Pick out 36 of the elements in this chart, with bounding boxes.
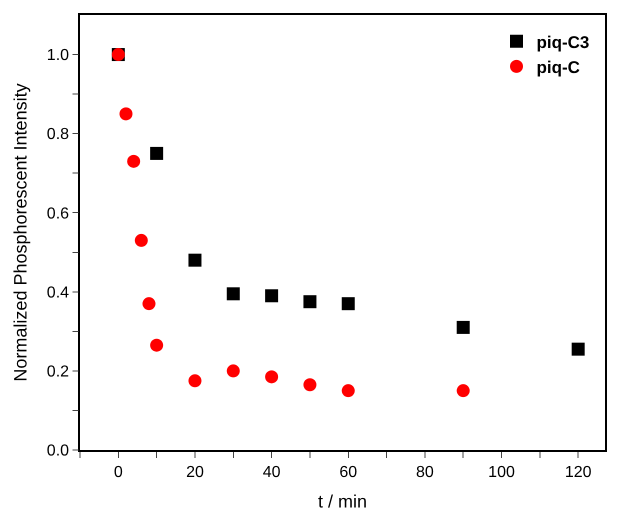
x-tick-label: 40 [262, 464, 281, 481]
point [303, 295, 316, 308]
y-tick-label: 0.0 [46, 442, 70, 460]
y-tick-label: 0.2 [46, 364, 70, 381]
point [150, 146, 164, 160]
point [188, 374, 202, 388]
point [456, 384, 470, 398]
legend-label: piq-C3 [536, 32, 590, 52]
point [134, 234, 148, 247]
x-tick-label: 20 [186, 464, 204, 481]
y-tick-label: 0.8 [46, 126, 70, 144]
x-tick-label: 80 [416, 464, 434, 481]
point [150, 338, 164, 352]
x-axis-title: t / min [318, 492, 368, 512]
point [265, 370, 278, 384]
point [572, 342, 585, 356]
point [342, 297, 355, 310]
point [226, 287, 240, 300]
point [265, 289, 278, 302]
y-tick-label: 1.0 [46, 47, 70, 64]
legend-label: piq-C [536, 58, 580, 77]
x-tick-label: 120 [564, 464, 592, 481]
point [119, 107, 132, 120]
point [456, 320, 470, 334]
y-axis-title: Normalized Phosphorescent Intensity [10, 83, 30, 382]
point [342, 384, 355, 398]
point [226, 364, 240, 378]
x-tick-label: 100 [488, 464, 515, 481]
point [142, 297, 156, 310]
y-tick-label: 0.4 [46, 284, 70, 302]
x-tick-label: 60 [339, 464, 358, 481]
point [127, 154, 140, 168]
point [303, 378, 316, 392]
x-tick-label: 0 [114, 464, 123, 481]
y-tick-label: 0.6 [46, 205, 70, 222]
point [188, 254, 202, 267]
